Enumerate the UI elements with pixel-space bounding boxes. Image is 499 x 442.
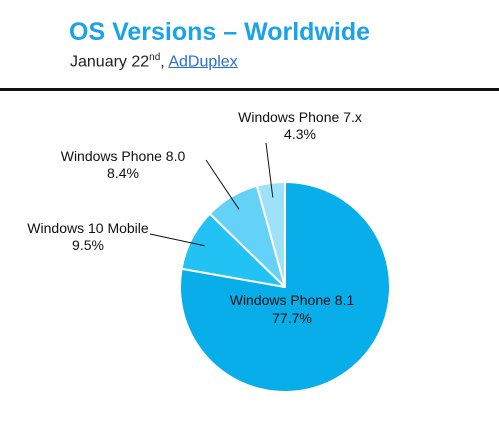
- leader-line-windows-phone-8-0: [205, 159, 240, 210]
- slice-label-windows-phone-8-0: Windows Phone 8.0: [61, 148, 186, 164]
- date-suffix: nd: [149, 52, 161, 63]
- slice-value-windows-10-mobile: 9.5%: [72, 237, 104, 253]
- slice-label-windows-10-mobile: Windows 10 Mobile: [27, 220, 149, 236]
- leader-line-windows-10-mobile: [149, 233, 205, 247]
- chart-title: OS Versions – Worldwide: [69, 18, 371, 46]
- slice-value-windows-phone-8-0: 8.4%: [107, 165, 139, 181]
- source-link[interactable]: AdDuplex: [168, 53, 238, 71]
- header-divider: [0, 88, 499, 91]
- date-text: January 22: [70, 53, 150, 71]
- slice-label-windows-phone-8-1: Windows Phone 8.1: [230, 292, 355, 308]
- leader-line-windows-phone-7-x: [265, 142, 274, 198]
- chart-subtitle: January 22nd, AdDuplex: [70, 52, 238, 71]
- slice-value-windows-phone-8-1: 77.7%: [272, 310, 312, 326]
- slice-label-windows-phone-7-x: Windows Phone 7.x: [238, 109, 362, 125]
- pie-slice-windows-phone-8-1: [179, 181, 391, 393]
- separator-text: ,: [160, 53, 169, 71]
- slice-value-windows-phone-7-x: 4.3%: [284, 126, 316, 142]
